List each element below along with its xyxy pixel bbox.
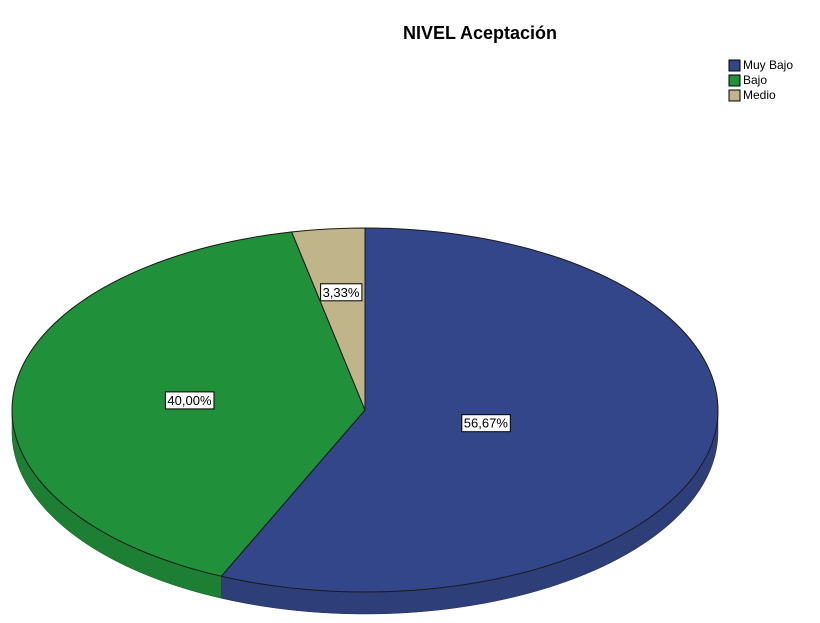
slice [290, 227, 366, 411]
chart-title: NIVEL Aceptación [403, 23, 557, 43]
legend-swatch [728, 59, 741, 72]
data-label-box [320, 283, 363, 302]
data-label: 56,67% [464, 416, 509, 431]
legend-swatch [728, 89, 741, 102]
legend-label: Bajo [743, 73, 767, 87]
data-label-box [461, 414, 511, 433]
legend-label: Muy Bajo [743, 58, 793, 72]
slice-top [290, 227, 366, 411]
data-label-box [164, 391, 215, 410]
data-label: 40,00% [167, 393, 212, 408]
data-label: 3,33% [323, 285, 360, 300]
legend-swatch [728, 74, 741, 87]
legend-label: Medio [743, 88, 776, 102]
slice-top [220, 227, 719, 593]
